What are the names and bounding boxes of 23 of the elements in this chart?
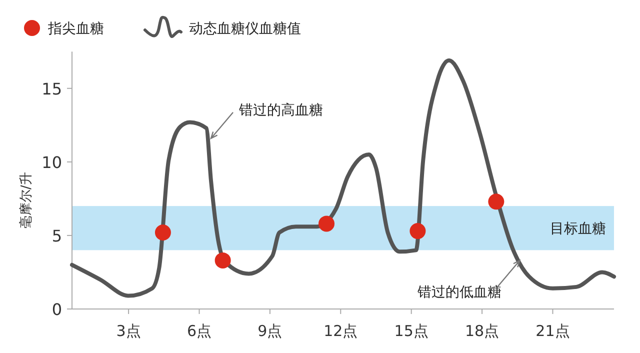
y-tick-label: 10 (42, 152, 62, 172)
x-tick-label: 6点 (186, 322, 212, 340)
x-tick-label: 12点 (324, 322, 358, 340)
annotation: 错过的高血糖 (238, 102, 324, 118)
point (488, 194, 504, 210)
y-tick-label: 5 (52, 226, 62, 246)
legend-label: 动态血糖仪血糖值 (189, 21, 301, 37)
band-label: 目标血糖 (550, 221, 606, 238)
x-tick-label: 9点 (258, 322, 282, 340)
y-axis-title: 毫摩尔/升 (18, 172, 34, 228)
point (410, 223, 426, 240)
y-tick-label: 0 (52, 300, 62, 319)
y-tick-label: 15 (42, 79, 62, 98)
legend-label: 指尖血糖 (47, 21, 104, 37)
line-series (70, 58, 616, 298)
point (318, 216, 335, 232)
x-tick-label: 3点 (116, 322, 141, 340)
point (154, 224, 171, 241)
x-tick-label: 18点 (464, 322, 500, 340)
annotation: 错过的低血糖 (416, 284, 502, 300)
point (214, 252, 231, 268)
x-tick-label: 21点 (536, 322, 570, 340)
x-tick-label: 15点 (394, 322, 428, 340)
